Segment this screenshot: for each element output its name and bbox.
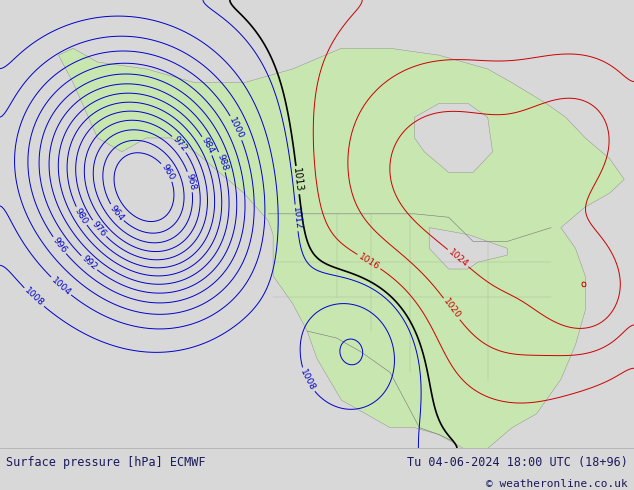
Text: 1024: 1024 — [446, 247, 470, 269]
Text: 1013: 1013 — [291, 167, 304, 193]
Text: 960: 960 — [159, 162, 176, 182]
Text: 1008: 1008 — [298, 368, 317, 392]
Text: 1016: 1016 — [357, 251, 381, 271]
Text: 968: 968 — [184, 172, 197, 191]
Text: 976: 976 — [90, 219, 108, 238]
Text: 992: 992 — [80, 254, 98, 272]
Text: 1000: 1000 — [228, 116, 245, 140]
Text: 1004: 1004 — [49, 275, 72, 297]
Text: 1008: 1008 — [22, 286, 46, 309]
Text: Tu 04-06-2024 18:00 UTC (18+96): Tu 04-06-2024 18:00 UTC (18+96) — [407, 456, 628, 469]
Text: Surface pressure [hPa] ECMWF: Surface pressure [hPa] ECMWF — [6, 456, 206, 469]
Text: 980: 980 — [73, 206, 89, 226]
Polygon shape — [429, 228, 507, 269]
Text: 972: 972 — [171, 135, 188, 153]
Text: 964: 964 — [108, 203, 126, 222]
Text: © weatheronline.co.uk: © weatheronline.co.uk — [486, 479, 628, 489]
Text: 984: 984 — [199, 136, 216, 155]
Text: 996: 996 — [51, 236, 68, 255]
Text: 988: 988 — [216, 152, 230, 171]
Text: 1020: 1020 — [441, 297, 462, 321]
Polygon shape — [58, 49, 624, 448]
Text: 1012: 1012 — [291, 206, 302, 230]
Polygon shape — [415, 103, 493, 172]
